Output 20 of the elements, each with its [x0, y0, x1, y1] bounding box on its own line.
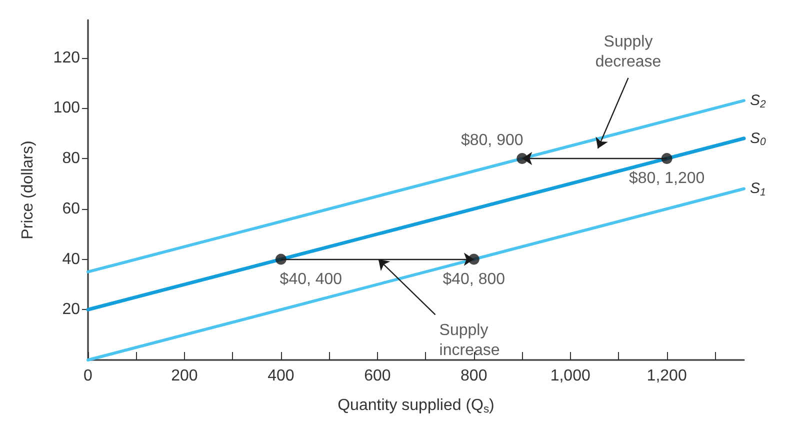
y-tick-label: 100 [53, 100, 80, 117]
y-tick-label: 40 [62, 250, 80, 268]
x-tick-label: 400 [268, 368, 294, 384]
x-tick-label: 800 [460, 368, 488, 384]
annotation: $80, 1,200 [629, 170, 705, 188]
annotation: Supply increase [439, 322, 500, 360]
y-tick-label: 20 [62, 301, 80, 318]
annotation: $80, 900 [460, 132, 524, 150]
annotation: $40, 800 [442, 270, 506, 288]
y-tick-label: 80 [62, 150, 80, 168]
y-tick-label: 60 [62, 200, 80, 218]
x-tick-label: 1,000 [550, 368, 590, 384]
x-tick-label: 200 [171, 368, 198, 384]
y-tick-label: 120 [53, 49, 80, 66]
annotation: $40, 400 [280, 270, 342, 288]
x-tick-label: 600 [364, 368, 391, 384]
x-tick-label: 1,200 [646, 368, 687, 384]
y-axis-title: Price (dollars) [20, 140, 36, 240]
annotation: Supply decrease [595, 33, 662, 70]
x-tick-label: 0 [84, 368, 93, 384]
